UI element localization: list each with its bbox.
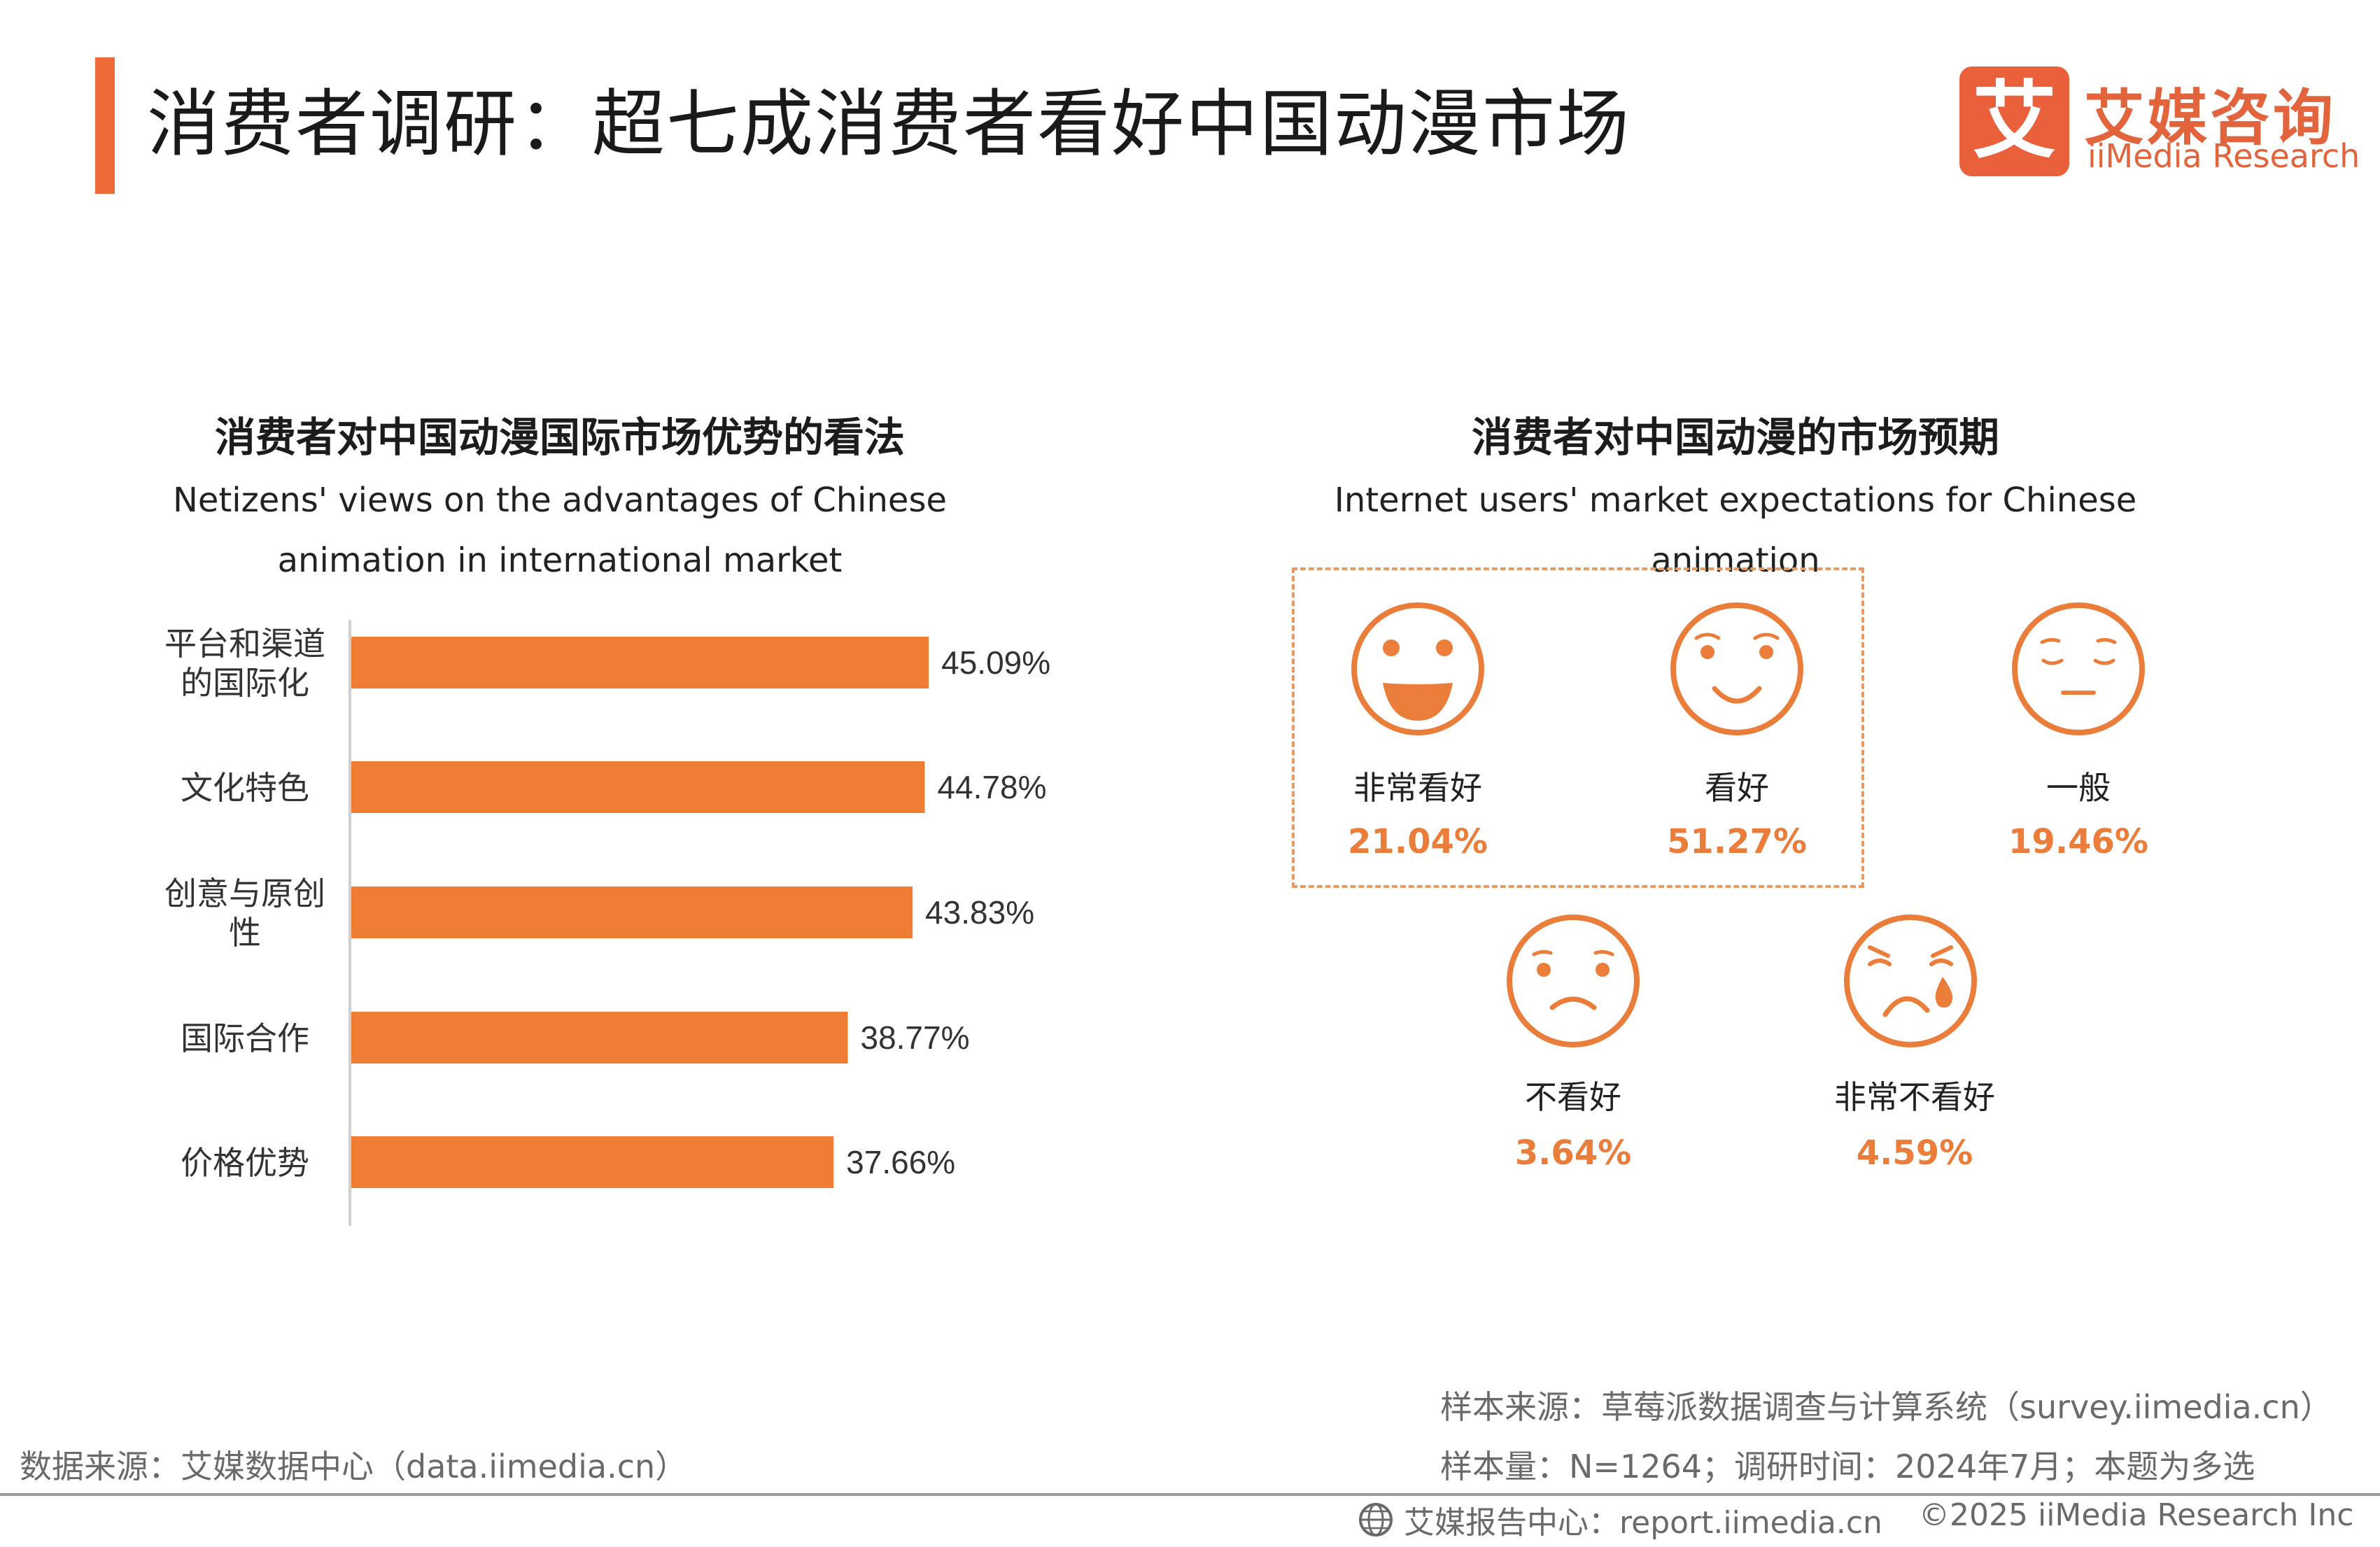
face-label-positive: 看好 (1705, 769, 1769, 807)
category-label: 平台和渠道的国际化 (164, 625, 325, 702)
right-chart-title: 消费者对中国动漫的市场预期 (1471, 414, 1999, 461)
category-label-line: 平台和渠道 (164, 625, 325, 663)
bar (351, 637, 929, 688)
bar-value-label: 37.66% (846, 1144, 955, 1180)
footer-divider (0, 1493, 2380, 1496)
face-value-very-negative: 4.59% (1856, 1133, 1973, 1173)
face-value-very-positive: 21.04% (1348, 822, 1488, 861)
face-value-neutral: 19.46% (2008, 822, 2148, 861)
right-chart-subtitle: Internet users' market expectations for … (1334, 481, 2137, 580)
left-chart-subtitle: Netizens' views on the advantages of Chi… (140, 470, 980, 591)
footer-sample-source: 样本来源：草莓派数据调查与计算系统（survey.iimedia.cn） (1440, 1388, 2332, 1426)
left-chart-subtitle-line2: animation in international market (277, 541, 843, 580)
face-value-positive: 51.27% (1667, 822, 1807, 861)
bar (351, 1012, 848, 1064)
footer-data-source: 数据来源：艾媒数据中心（data.iimedia.cn） (20, 1448, 688, 1485)
footer-report-center: 艾媒报告中心：report.iimedia.cn (1404, 1505, 1882, 1541)
face-label-negative: 不看好 (1525, 1078, 1621, 1116)
face-label-very-positive: 非常看好 (1353, 769, 1482, 807)
bar-value-label: 43.83% (925, 894, 1034, 931)
bar-value-label: 44.78% (937, 769, 1046, 805)
category-label-line: 价格优势 (181, 1144, 309, 1182)
face-label-very-negative: 非常不看好 (1834, 1078, 1995, 1116)
smile-face-icon (1668, 600, 1805, 737)
logo-mark: 艾 (1959, 66, 2069, 176)
face-label-neutral: 一般 (2046, 769, 2111, 807)
footer-sample-size: 样本量：N=1264；调研时间：2024年7月；本题为多选 (1440, 1448, 2255, 1485)
category-label-line: 创意与原创 (164, 875, 325, 912)
category-label: 创意与原创性 (164, 875, 325, 952)
category-label-line: 的国际化 (181, 664, 309, 702)
bar-value-label: 38.77% (860, 1019, 969, 1056)
category-label: 国际合作 (181, 1019, 309, 1057)
bar (351, 761, 925, 813)
globe-icon (1358, 1502, 1394, 1538)
positive-highlight-box (1292, 567, 1864, 888)
bar-value-label: 45.09% (941, 644, 1050, 681)
category-label-line: 国际合作 (181, 1019, 309, 1057)
title-accent-bar (95, 57, 115, 194)
big-smile-face-icon (1349, 600, 1486, 737)
category-label-line: 性 (229, 914, 261, 952)
bar (351, 1136, 834, 1188)
bar (351, 886, 913, 938)
page-title: 消费者调研：超七成消费者看好中国动漫市场 (147, 81, 1631, 167)
category-label: 价格优势 (181, 1144, 309, 1182)
left-chart-subtitle-line1: Netizens' views on the advantages of Chi… (173, 481, 947, 520)
neutral-face-icon (2010, 600, 2147, 737)
face-value-negative: 3.64% (1514, 1133, 1632, 1173)
category-label: 文化特色 (181, 769, 309, 807)
frown-face-icon (1505, 912, 1642, 1050)
crying-face-icon (1842, 912, 1979, 1050)
logo-text-cn: 艾媒咨询 (2084, 83, 2336, 153)
footer-copyright: ©2025 iiMedia Research Inc (1919, 1497, 2354, 1533)
left-chart-title: 消费者对中国动漫国际市场优势的看法 (214, 414, 905, 461)
logo-text-en: iiMedia Research (2087, 137, 2360, 175)
category-label-line: 文化特色 (181, 769, 309, 807)
